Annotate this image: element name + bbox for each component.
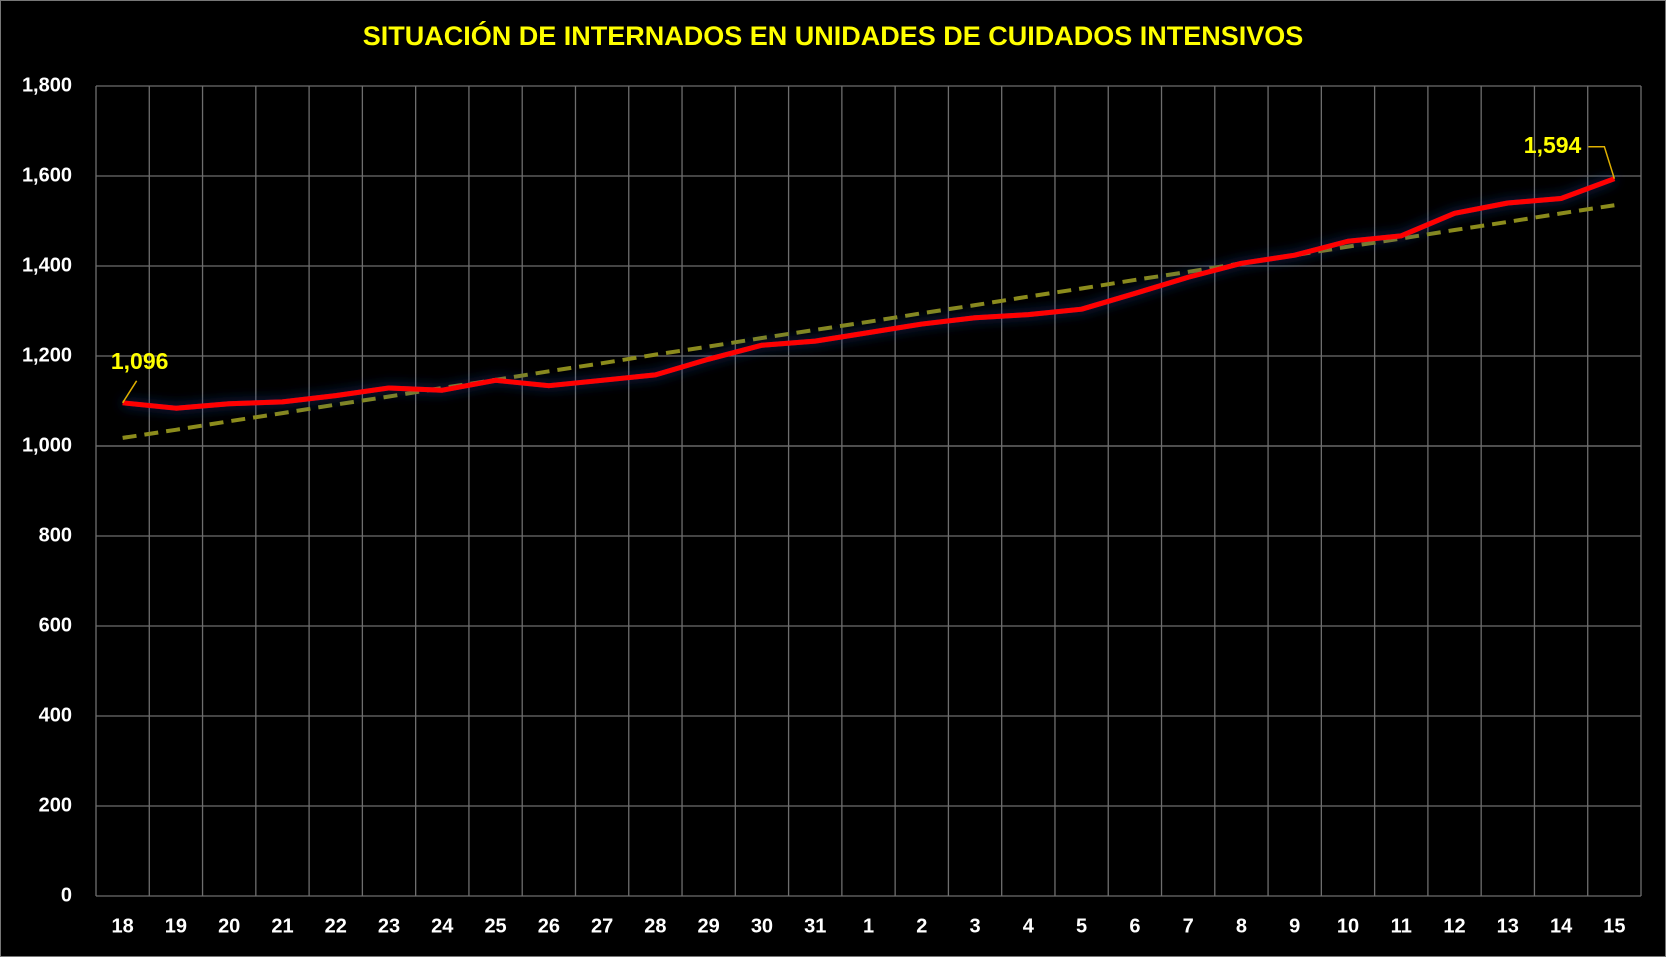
x-tick-label: 21 [271, 915, 293, 937]
x-tick-label: 22 [325, 915, 347, 937]
x-tick-label: 1 [863, 915, 874, 937]
x-tick-label: 29 [698, 915, 720, 937]
y-tick-label: 0 [61, 884, 72, 906]
x-tick-label: 18 [112, 915, 134, 937]
y-tick-label: 1,000 [22, 434, 72, 456]
x-tick-label: 4 [1023, 915, 1035, 937]
x-tick-label: 14 [1550, 915, 1573, 937]
y-tick-label: 600 [39, 614, 72, 636]
x-tick-label: 3 [969, 915, 980, 937]
x-tick-label: 23 [378, 915, 400, 937]
trend-line [122, 203, 1615, 440]
x-tick-label: 6 [1129, 915, 1140, 937]
x-tick-label: 30 [751, 915, 773, 937]
x-tick-label: 26 [538, 915, 560, 937]
label-leader [1588, 145, 1616, 179]
y-tick-label: 1,800 [22, 74, 72, 96]
x-tick-label: 10 [1337, 915, 1359, 937]
y-tick-label: 1,200 [22, 344, 72, 366]
x-tick-label: 25 [484, 915, 506, 937]
x-tick-label: 13 [1497, 915, 1519, 937]
data-label: 1,096 [111, 348, 169, 374]
x-tick-label: 15 [1603, 915, 1625, 937]
x-tick-label: 20 [218, 915, 240, 937]
data-label: 1,594 [1524, 132, 1582, 158]
y-tick-label: 200 [39, 794, 72, 816]
x-tick-label: 27 [591, 915, 613, 937]
x-tick-label: 31 [804, 915, 826, 937]
x-tick-label: 8 [1236, 915, 1247, 937]
x-tick-label: 2 [916, 915, 927, 937]
y-tick-label: 400 [39, 704, 72, 726]
chart-title: SITUACIÓN DE INTERNADOS EN UNIDADES DE C… [363, 20, 1304, 51]
x-tick-label: 19 [165, 915, 187, 937]
data-line [122, 176, 1616, 411]
x-tick-label: 7 [1183, 915, 1194, 937]
y-tick-label: 1,400 [22, 254, 72, 276]
x-tick-label: 28 [644, 915, 666, 937]
x-tick-label: 9 [1289, 915, 1300, 937]
x-tick-label: 5 [1076, 915, 1087, 937]
x-tick-label: 24 [431, 915, 454, 937]
x-tick-label: 12 [1443, 915, 1465, 937]
label-leader [122, 380, 138, 404]
y-tick-label: 1,600 [22, 164, 72, 186]
y-tick-label: 800 [39, 524, 72, 546]
x-tick-label: 11 [1391, 915, 1412, 937]
